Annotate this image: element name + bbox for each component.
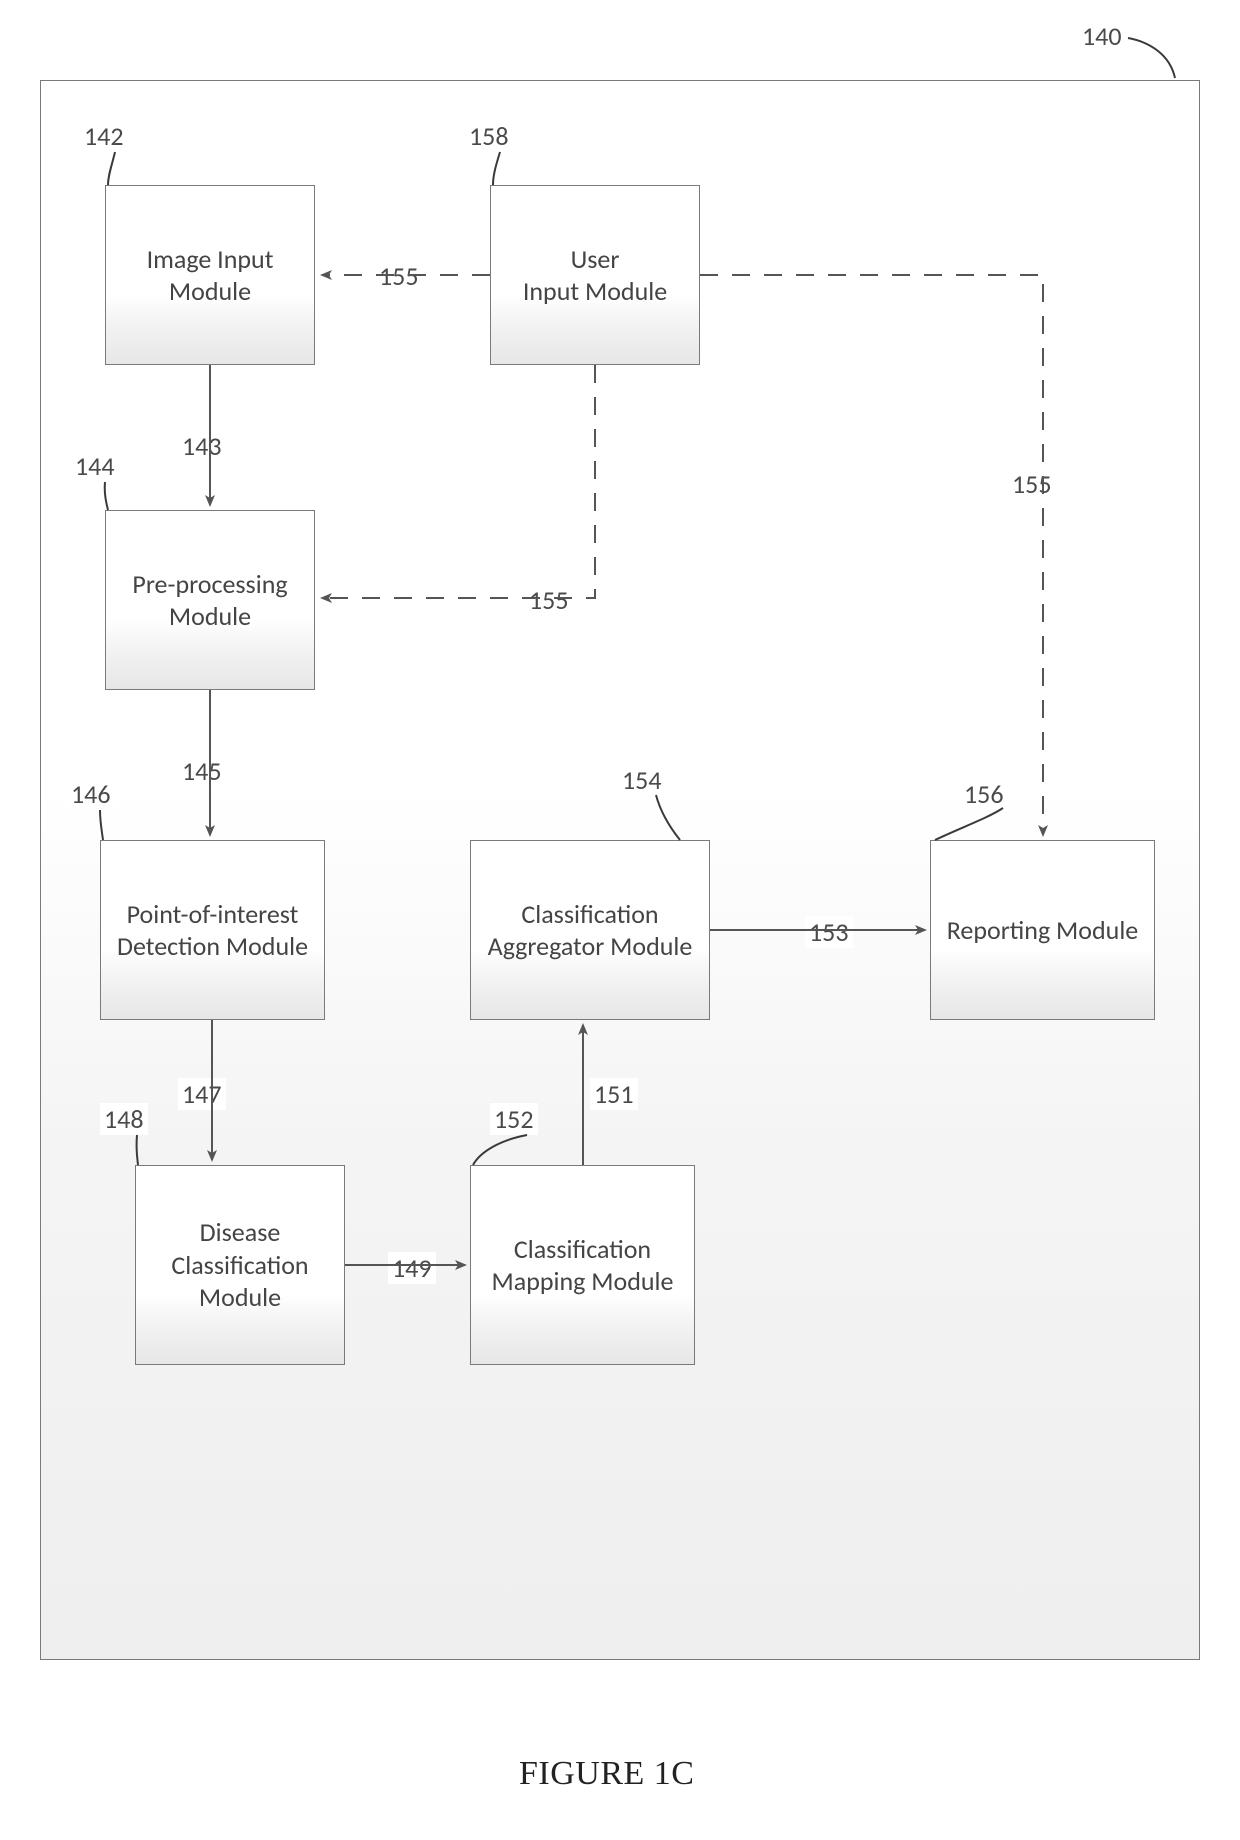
ref-class-aggreg: 154 — [618, 764, 666, 796]
module-gradient — [471, 1294, 694, 1364]
ref-image-input: 142 — [80, 120, 128, 152]
module-label: ClassificationAggregator Module — [488, 898, 693, 963]
leader-140 — [1128, 38, 1175, 78]
ref-outer: 140 — [1078, 20, 1126, 52]
module-label: UserInput Module — [523, 243, 667, 308]
edge-label-153: 153 — [805, 916, 853, 948]
module-user-input: UserInput Module — [490, 185, 700, 365]
edge-label-151: 151 — [590, 1078, 638, 1110]
figure-caption: FIGURE 1C — [519, 1755, 694, 1793]
module-label: ClassificationMapping Module — [492, 1233, 674, 1298]
module-label: Image InputModule — [147, 243, 274, 308]
module-reporting: Reporting Module — [930, 840, 1155, 1020]
ref-user-input: 158 — [465, 120, 513, 152]
edge-label-143: 143 — [178, 430, 226, 462]
ref-reporting: 156 — [960, 778, 1008, 810]
ref-pre-processing: 144 — [71, 450, 119, 482]
module-label: Point-of-interestDetection Module — [117, 898, 308, 963]
module-label: Reporting Module — [947, 914, 1138, 947]
module-disease-classification: DiseaseClassificationModule — [135, 1165, 345, 1365]
module-classification-aggregator: ClassificationAggregator Module — [470, 840, 710, 1020]
edge-label-149: 149 — [388, 1252, 436, 1284]
edge-label-155b: 155 — [525, 584, 573, 616]
edge-label-155a: 155 — [375, 260, 423, 292]
module-label: Pre-processingModule — [132, 568, 287, 633]
module-pre-processing: Pre-processingModule — [105, 510, 315, 690]
ref-class-mapping: 152 — [490, 1103, 538, 1135]
edge-label-147: 147 — [178, 1078, 226, 1110]
module-label: DiseaseClassificationModule — [171, 1216, 308, 1314]
ref-poi-detection: 146 — [67, 778, 115, 810]
edge-label-155c: 155 — [1008, 468, 1056, 500]
module-poi-detection: Point-of-interestDetection Module — [100, 840, 325, 1020]
module-image-input: Image InputModule — [105, 185, 315, 365]
ref-disease-class: 148 — [100, 1103, 148, 1135]
diagram-canvas: Image InputModule UserInput Module Pre-p… — [0, 0, 1240, 1840]
module-gradient — [931, 949, 1154, 1019]
module-classification-mapping: ClassificationMapping Module — [470, 1165, 695, 1365]
edge-label-145: 145 — [178, 755, 226, 787]
